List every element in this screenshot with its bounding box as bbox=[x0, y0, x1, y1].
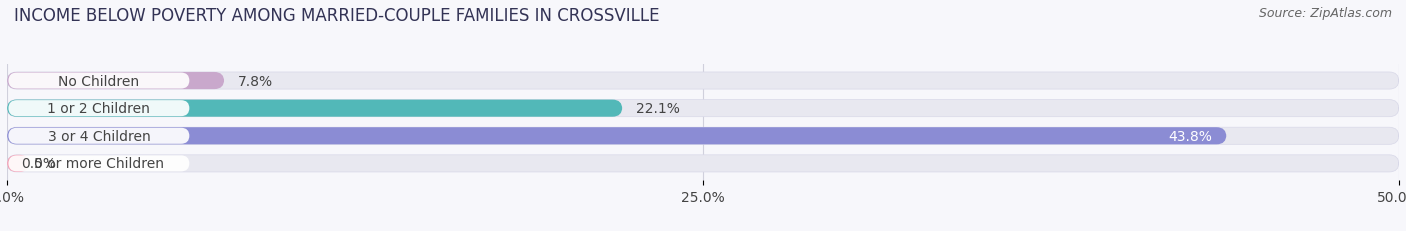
Text: INCOME BELOW POVERTY AMONG MARRIED-COUPLE FAMILIES IN CROSSVILLE: INCOME BELOW POVERTY AMONG MARRIED-COUPL… bbox=[14, 7, 659, 25]
Text: 43.8%: 43.8% bbox=[1168, 129, 1212, 143]
Text: 0.0%: 0.0% bbox=[21, 157, 56, 171]
FancyBboxPatch shape bbox=[8, 73, 190, 89]
FancyBboxPatch shape bbox=[7, 100, 623, 117]
FancyBboxPatch shape bbox=[8, 101, 190, 117]
FancyBboxPatch shape bbox=[7, 100, 1399, 117]
FancyBboxPatch shape bbox=[7, 155, 30, 172]
Text: 5 or more Children: 5 or more Children bbox=[34, 157, 165, 171]
FancyBboxPatch shape bbox=[7, 73, 1399, 90]
Text: 22.1%: 22.1% bbox=[636, 102, 681, 116]
FancyBboxPatch shape bbox=[8, 156, 190, 172]
Text: No Children: No Children bbox=[58, 74, 139, 88]
FancyBboxPatch shape bbox=[7, 128, 1226, 145]
Text: 1 or 2 Children: 1 or 2 Children bbox=[48, 102, 150, 116]
Text: 7.8%: 7.8% bbox=[238, 74, 273, 88]
Text: 3 or 4 Children: 3 or 4 Children bbox=[48, 129, 150, 143]
FancyBboxPatch shape bbox=[7, 128, 1399, 145]
FancyBboxPatch shape bbox=[8, 128, 190, 144]
FancyBboxPatch shape bbox=[7, 155, 1399, 172]
Text: Source: ZipAtlas.com: Source: ZipAtlas.com bbox=[1258, 7, 1392, 20]
FancyBboxPatch shape bbox=[7, 73, 224, 90]
